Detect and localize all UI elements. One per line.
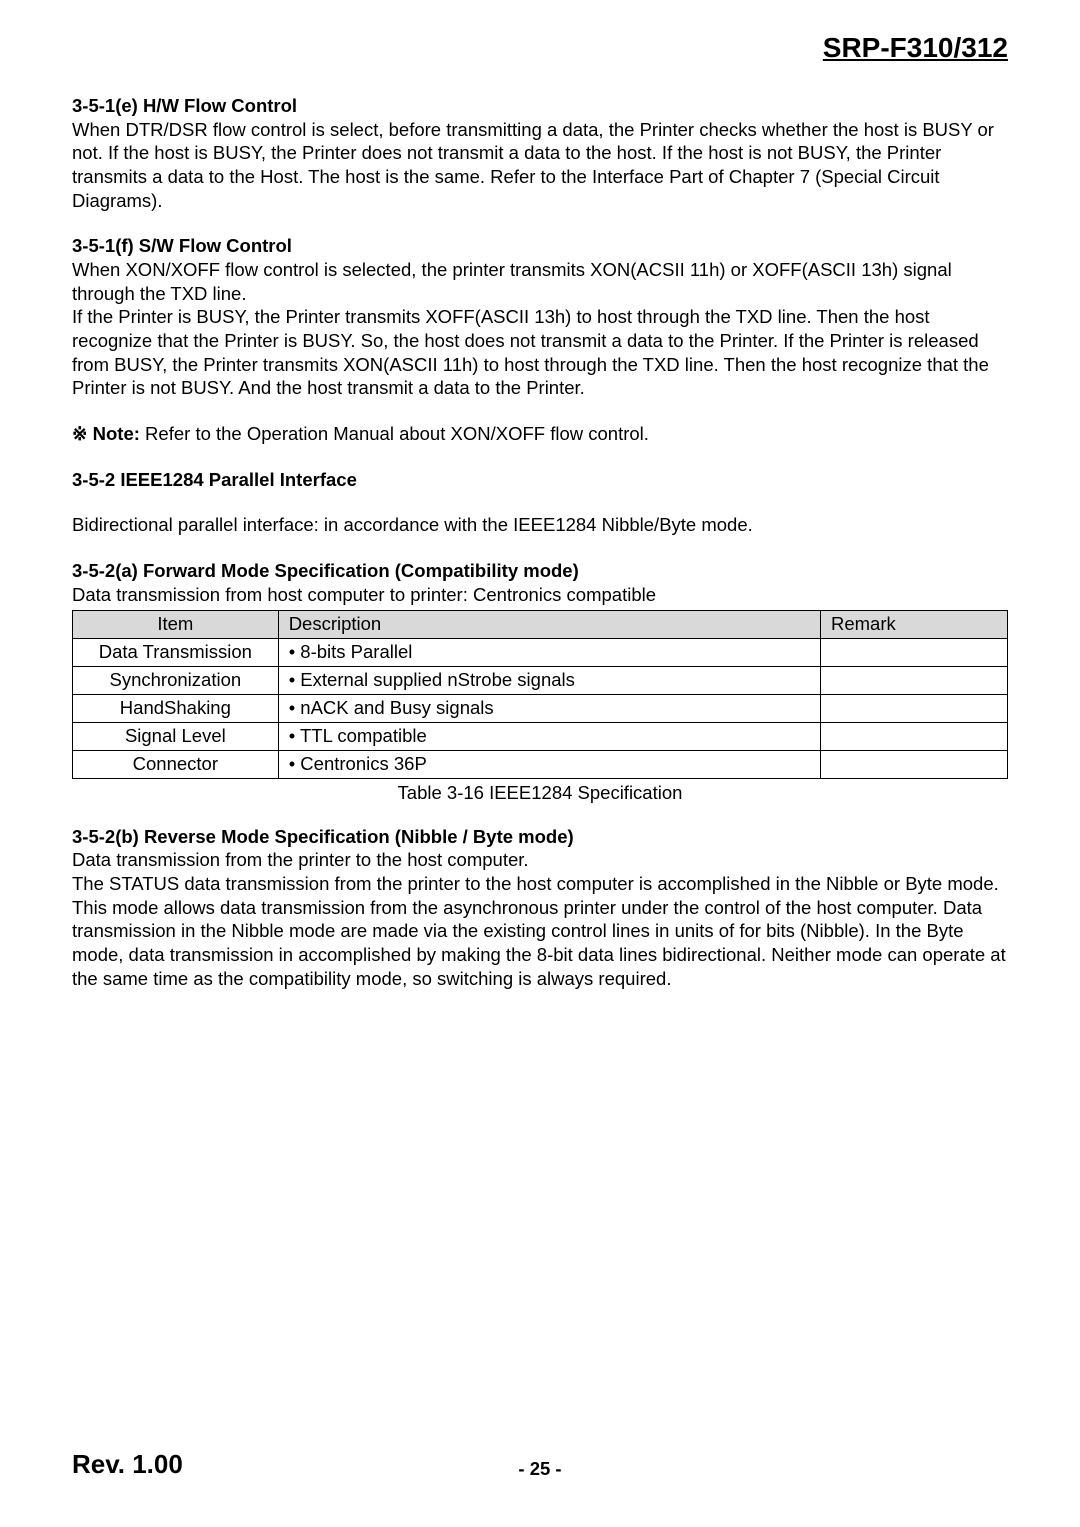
cell-item: Data Transmission (73, 639, 279, 667)
section-3-5-2b: 3-5-2(b) Reverse Mode Specification (Nib… (72, 825, 1008, 991)
section-3-5-2a: 3-5-2(a) Forward Mode Specification (Com… (72, 559, 1008, 606)
table-header-description: Description (278, 611, 820, 639)
cell-remark (820, 751, 1007, 779)
section-3-5-2-body: Bidirectional parallel interface: in acc… (72, 513, 1008, 537)
cell-desc: • Centronics 36P (278, 751, 820, 779)
section-title: 3-5-1(e) H/W Flow Control (72, 94, 1008, 118)
cell-desc: • nACK and Busy signals (278, 695, 820, 723)
table-row: HandShaking • nACK and Busy signals (73, 695, 1008, 723)
cell-item: Connector (73, 751, 279, 779)
section-3-5-1f: 3-5-1(f) S/W Flow Control When XON/XOFF … (72, 234, 1008, 400)
section-body: When DTR/DSR flow control is select, bef… (72, 118, 1008, 213)
cell-desc: • 8-bits Parallel (278, 639, 820, 667)
cell-remark (820, 667, 1007, 695)
table-row: Synchronization • External supplied nStr… (73, 667, 1008, 695)
table-header-row: Item Description Remark (73, 611, 1008, 639)
cell-desc: • TTL compatible (278, 723, 820, 751)
note-label: ※ Note: (72, 423, 140, 444)
cell-remark (820, 639, 1007, 667)
section-body-p1: When XON/XOFF flow control is selected, … (72, 258, 1008, 305)
section-title: 3-5-2(b) Reverse Mode Specification (Nib… (72, 825, 1008, 849)
cell-item: HandShaking (73, 695, 279, 723)
section-title: 3-5-1(f) S/W Flow Control (72, 234, 1008, 258)
note-text: Refer to the Operation Manual about XON/… (140, 423, 649, 444)
section-title: 3-5-2 IEEE1284 Parallel Interface (72, 468, 1008, 492)
cell-remark (820, 723, 1007, 751)
section-3-5-2: 3-5-2 IEEE1284 Parallel Interface (72, 468, 1008, 492)
note-line: ※ Note: Refer to the Operation Manual ab… (72, 422, 1008, 446)
section-body-p2: If the Printer is BUSY, the Printer tran… (72, 305, 1008, 400)
page-footer: Rev. 1.00 - 25 - (72, 1448, 1008, 1481)
cell-item: Signal Level (73, 723, 279, 751)
section-body-p2: The STATUS data transmission from the pr… (72, 872, 1008, 990)
spec-table: Item Description Remark Data Transmissio… (72, 610, 1008, 779)
table-row: Signal Level • TTL compatible (73, 723, 1008, 751)
cell-remark (820, 695, 1007, 723)
section-title: 3-5-2(a) Forward Mode Specification (Com… (72, 559, 1008, 583)
section-body: Data transmission from host computer to … (72, 583, 1008, 607)
document-header: SRP-F310/312 (72, 30, 1008, 66)
table-row: Data Transmission • 8-bits Parallel (73, 639, 1008, 667)
cell-desc: • External supplied nStrobe signals (278, 667, 820, 695)
table-caption: Table 3-16 IEEE1284 Specification (72, 781, 1008, 805)
table-row: Connector • Centronics 36P (73, 751, 1008, 779)
cell-item: Synchronization (73, 667, 279, 695)
section-body-p1: Data transmission from the printer to th… (72, 848, 1008, 872)
section-3-5-1e: 3-5-1(e) H/W Flow Control When DTR/DSR f… (72, 94, 1008, 212)
table-header-remark: Remark (820, 611, 1007, 639)
table-header-item: Item (73, 611, 279, 639)
page-number: - 25 - (72, 1457, 1008, 1481)
